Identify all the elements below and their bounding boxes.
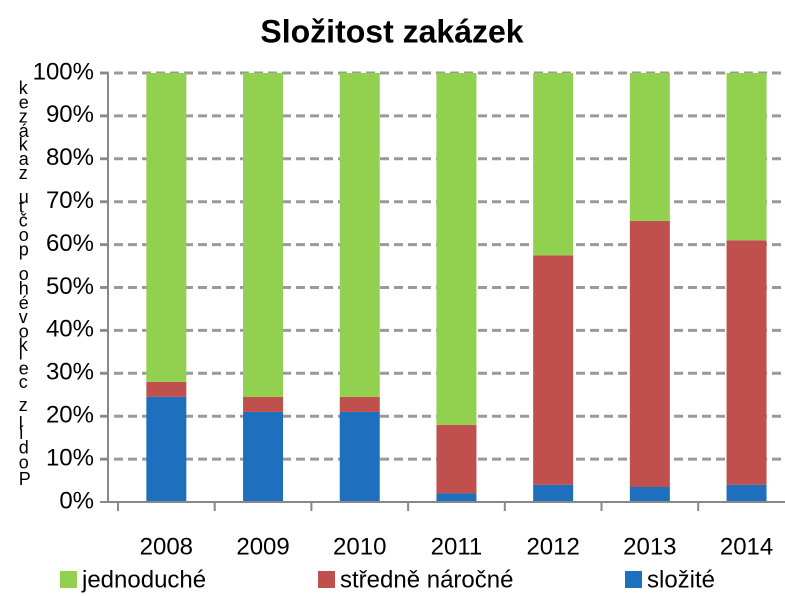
bar-segment xyxy=(533,73,574,256)
y-tick-label: 70% xyxy=(46,187,94,214)
bar-segment xyxy=(243,73,284,397)
bar-segment xyxy=(629,221,670,487)
bar-segment xyxy=(436,73,477,425)
bar-segment xyxy=(726,484,767,502)
legend-label: jednoduché xyxy=(81,566,206,593)
y-tick-label: 80% xyxy=(46,144,94,171)
bar-segment xyxy=(629,486,670,502)
bar-segment xyxy=(146,396,187,502)
x-tick-label: 2013 xyxy=(623,533,676,560)
x-tick-label: 2008 xyxy=(140,533,193,560)
bar-segment xyxy=(339,73,380,397)
y-tick-label: 30% xyxy=(46,359,94,386)
y-tick-label: 90% xyxy=(46,101,94,128)
legend-label: středně náročné xyxy=(340,566,513,593)
bar-segment xyxy=(533,484,574,502)
y-tick-label: 0% xyxy=(59,487,94,514)
legend-swatch xyxy=(60,571,77,588)
bar-segment xyxy=(533,255,574,485)
y-axis-label: Podíl z celkového počtu zakázek xyxy=(19,78,31,489)
y-tick-label: 10% xyxy=(46,444,94,471)
chart-title: Složitost zakázek xyxy=(260,13,523,49)
legend-swatch xyxy=(318,571,335,588)
x-tick-label: 2011 xyxy=(431,533,483,560)
bar-segment xyxy=(243,396,284,412)
x-tick-label: 2012 xyxy=(526,533,579,560)
y-tick-label: 60% xyxy=(46,230,94,257)
bar-segment xyxy=(339,411,380,502)
bar-segment xyxy=(146,73,187,382)
bar-segment xyxy=(339,396,380,412)
bar-segment xyxy=(436,493,477,502)
bar-segment xyxy=(243,411,284,502)
y-tick-label: 40% xyxy=(46,316,94,343)
bar-segment xyxy=(436,424,477,494)
y-tick-label: 100% xyxy=(33,58,94,85)
x-tick-label: 2010 xyxy=(333,533,386,560)
y-tick-label: 20% xyxy=(46,402,94,429)
bar-segment xyxy=(629,73,670,222)
bar-segment xyxy=(146,381,187,397)
legend-label: složité xyxy=(647,566,715,593)
bar-segment xyxy=(726,240,767,485)
x-tick-label: 2014 xyxy=(720,533,773,560)
bar-segment xyxy=(726,73,767,241)
y-tick-label: 50% xyxy=(46,273,94,300)
x-tick-label: 2009 xyxy=(236,533,289,560)
legend-swatch xyxy=(625,571,642,588)
